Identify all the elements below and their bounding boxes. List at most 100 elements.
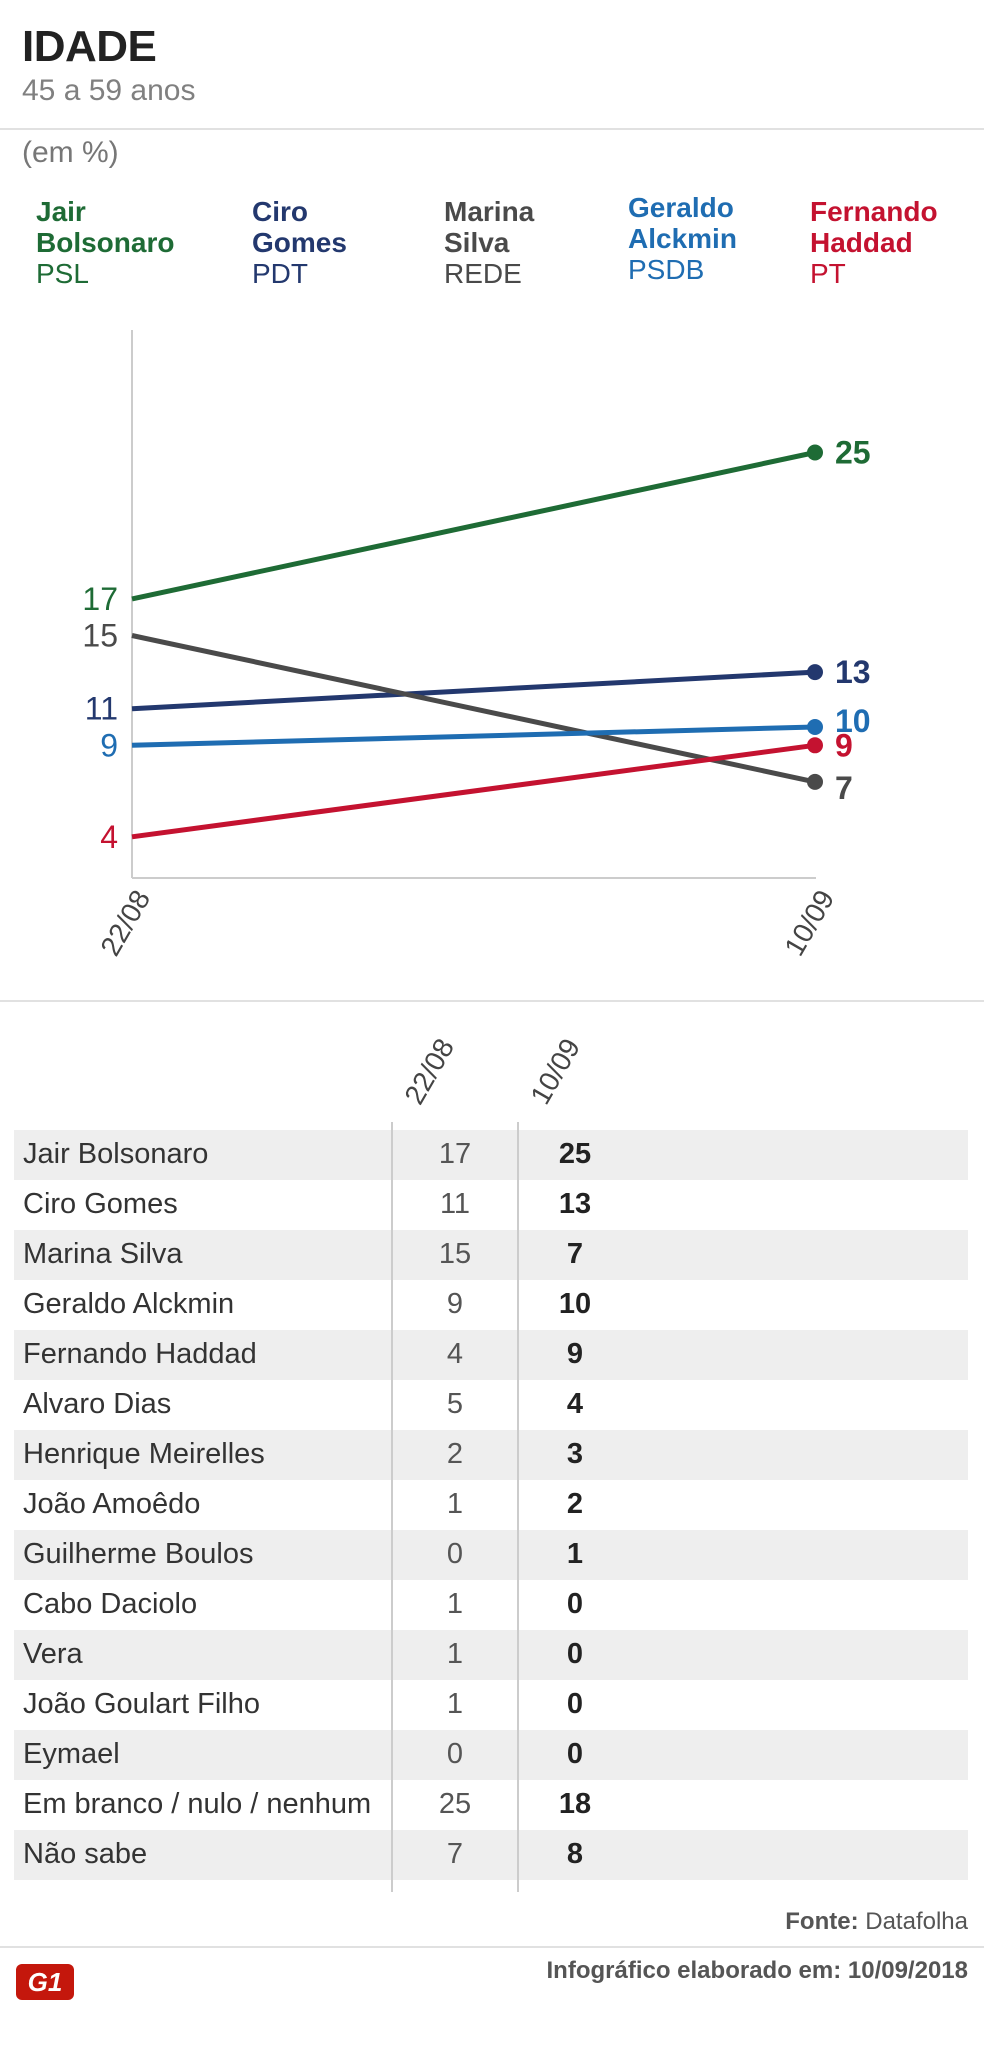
legend-name: Alckmin <box>628 223 737 254</box>
legend-name: Silva <box>444 227 510 258</box>
divider <box>0 128 984 130</box>
value-1009: 0 <box>566 1588 584 1620</box>
value-2208: 17 <box>438 1138 472 1170</box>
value-1009: 9 <box>566 1338 584 1370</box>
value-1009: 18 <box>558 1788 592 1820</box>
candidate-name: Em branco / nulo / nenhum <box>23 1788 372 1820</box>
credit-label: Infográfico elaborado em: <box>546 1957 842 1984</box>
legend-item-ciro: Ciro Gomes PDT <box>252 196 347 289</box>
legend-name: Haddad <box>810 227 913 258</box>
source-note: Fonte: Datafolha <box>785 1908 968 1936</box>
value-1009: 0 <box>566 1638 584 1670</box>
unit-label: (em %) <box>22 136 119 169</box>
legend-name: Bolsonaro <box>36 227 175 258</box>
data-label-end-ciro-gomes: 13 <box>835 654 871 690</box>
legend-name: Ciro <box>252 196 308 227</box>
data-label-end-marina-silva: 7 <box>835 770 853 806</box>
data-point-marina-silva <box>807 773 823 790</box>
data-label-start-geraldo-alckmin: 9 <box>100 727 118 763</box>
value-1009: 25 <box>558 1138 592 1170</box>
data-label-end-geraldo-alckmin: 10 <box>835 703 871 739</box>
logo-text: G1 <box>28 1967 63 1997</box>
candidate-name: Não sabe <box>23 1838 148 1870</box>
table-row: Fernando Haddad 4 9 <box>14 1330 968 1380</box>
data-label-start-ciro-gomes: 11 <box>85 691 118 727</box>
table-row: Guilherme Boulos 0 1 <box>14 1530 968 1580</box>
data-label-end-jair-bolsonaro: 25 <box>835 435 871 471</box>
g1-logo: G1 <box>16 1964 74 2000</box>
value-1009: 10 <box>558 1288 592 1320</box>
table-col-header: 10/09 <box>524 1033 587 1110</box>
value-2208: 11 <box>439 1188 471 1220</box>
page-subtitle: 45 a 59 anos <box>22 74 196 107</box>
table-row: Jair Bolsonaro 17 25 <box>14 1130 968 1180</box>
table-row: Alvaro Dias 5 4 <box>14 1380 968 1430</box>
value-2208: 4 <box>446 1338 464 1370</box>
logo-background <box>16 1964 74 2000</box>
data-point-geraldo-alckmin <box>807 719 823 735</box>
value-1009: 7 <box>566 1238 584 1270</box>
data-label-start-jair-bolsonaro: 17 <box>82 581 118 617</box>
legend-item-marina: Marina Silva REDE <box>444 196 534 289</box>
candidate-name: Guilherme Boulos <box>23 1538 254 1570</box>
candidate-name: Geraldo Alckmin <box>23 1288 235 1320</box>
value-1009: 4 <box>566 1388 584 1420</box>
value-1009: 3 <box>566 1438 584 1470</box>
value-1009: 1 <box>566 1538 584 1570</box>
divider <box>0 1000 984 1002</box>
legend-party: PSL <box>36 258 89 289</box>
table-row: Geraldo Alckmin 9 10 <box>14 1280 968 1330</box>
candidate-name: Eymael <box>23 1738 120 1770</box>
source-label: Fonte: <box>785 1908 859 1935</box>
legend-item-haddad: Fernando Haddad PT <box>810 196 938 289</box>
data-point-ciro-gomes <box>807 664 823 681</box>
legend-name: Marina <box>444 196 535 227</box>
candidate-name: Cabo Daciolo <box>23 1588 198 1620</box>
value-2208: 25 <box>438 1788 472 1820</box>
legend-item-bolsonaro: Jair Bolsonaro PSL <box>36 196 174 289</box>
candidate-name: Fernando Haddad <box>23 1338 257 1370</box>
results-table: Jair Bolsonaro 17 25 Ciro Gomes 11 13 Marina… <box>14 1130 968 1880</box>
table-divider <box>517 1122 519 1892</box>
value-2208: 9 <box>446 1288 464 1320</box>
table-row: Marina Silva 15 7 <box>14 1230 968 1280</box>
table-row: Ciro Gomes 11 13 <box>14 1180 968 1230</box>
legend-party: PDT <box>252 258 308 289</box>
value-1009: 0 <box>566 1688 584 1720</box>
value-2208: 2 <box>446 1438 464 1470</box>
candidate-name: João Amoêdo <box>23 1488 201 1520</box>
candidate-name: Jair Bolsonaro <box>23 1138 209 1170</box>
value-2208: 0 <box>446 1738 464 1770</box>
value-2208: 1 <box>446 1488 464 1520</box>
value-1009: 2 <box>566 1488 584 1520</box>
value-2208: 5 <box>446 1388 464 1420</box>
table-divider <box>391 1122 393 1892</box>
table-row: João Amoêdo 1 2 <box>14 1480 968 1530</box>
series-line-ciro-gomes <box>131 669 816 712</box>
value-1009: 8 <box>566 1838 584 1870</box>
value-1009: 0 <box>566 1738 584 1770</box>
series-line-jair-bolsonaro <box>131 450 816 602</box>
series-line-marina-silva <box>131 633 816 785</box>
value-2208: 15 <box>438 1238 472 1270</box>
value-2208: 0 <box>446 1538 464 1570</box>
table-row: Não sabe 7 8 <box>14 1830 968 1880</box>
table-row: Vera 1 0 <box>14 1630 968 1680</box>
data-label-start-fernando-haddad: 4 <box>100 819 118 855</box>
table-row: Em branco / nulo / nenhum 25 18 <box>14 1780 968 1830</box>
legend-party: REDE <box>444 258 522 289</box>
table-col-header: 22/08 <box>398 1033 461 1110</box>
series-line-fernando-haddad <box>131 742 816 840</box>
credit-value: 10/09/2018 <box>847 1957 968 1984</box>
table-row: João Goulart Filho 1 0 <box>14 1680 968 1730</box>
divider <box>0 1946 984 1948</box>
value-1009: 13 <box>558 1188 592 1220</box>
table-row: Cabo Daciolo 1 0 <box>14 1580 968 1630</box>
value-2208: 7 <box>446 1838 464 1870</box>
value-2208: 1 <box>446 1638 464 1670</box>
legend-party: PSDB <box>628 254 705 285</box>
candidate-name: Ciro Gomes <box>23 1188 178 1220</box>
data-label-start-marina-silva: 15 <box>82 618 118 654</box>
series-line-geraldo-alckmin <box>131 724 816 748</box>
